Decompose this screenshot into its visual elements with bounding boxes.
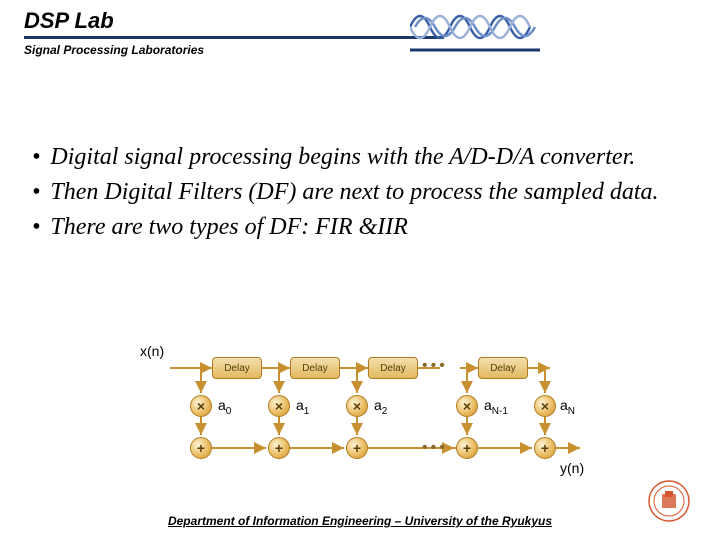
delay-box: Delay bbox=[212, 357, 262, 379]
slide-title: DSP Lab bbox=[24, 8, 696, 34]
ellipsis-icon: ••• bbox=[422, 439, 448, 457]
output-label: y(n) bbox=[560, 460, 584, 476]
add-node: + bbox=[456, 437, 478, 459]
bullet-dot: • bbox=[32, 142, 40, 173]
multiply-node: × bbox=[534, 395, 556, 417]
multiply-node: × bbox=[268, 395, 290, 417]
delay-box: Delay bbox=[290, 357, 340, 379]
bullet-text: There are two types of DF: FIR &IIR bbox=[50, 212, 407, 243]
add-node: + bbox=[346, 437, 368, 459]
bullet-item: • Then Digital Filters (DF) are next to … bbox=[32, 177, 688, 208]
bullet-item: • Digital signal processing begins with … bbox=[32, 142, 688, 173]
bullet-dot: • bbox=[32, 177, 40, 208]
delay-box: Delay bbox=[368, 357, 418, 379]
coef-label: aN bbox=[560, 397, 575, 417]
multiply-node: × bbox=[346, 395, 368, 417]
slide-footer: Department of Information Engineering – … bbox=[0, 514, 720, 528]
fir-diagram: x(n) Delay Delay Delay ••• Delay × × × ×… bbox=[140, 345, 580, 475]
bullet-dot: • bbox=[32, 212, 40, 243]
ellipsis-icon: ••• bbox=[422, 357, 448, 375]
delay-box: Delay bbox=[478, 357, 528, 379]
coef-label: aN-1 bbox=[484, 397, 508, 417]
bullet-item: • There are two types of DF: FIR &IIR bbox=[32, 212, 688, 243]
multiply-node: × bbox=[190, 395, 212, 417]
multiply-node: × bbox=[456, 395, 478, 417]
coef-label: a2 bbox=[374, 397, 387, 417]
bullet-text: Digital signal processing begins with th… bbox=[50, 142, 635, 173]
add-node: + bbox=[190, 437, 212, 459]
add-node: + bbox=[534, 437, 556, 459]
wave-icon bbox=[410, 0, 540, 55]
slide-header: DSP Lab Signal Processing Laboratories bbox=[0, 0, 720, 57]
slide-subtitle: Signal Processing Laboratories bbox=[24, 43, 696, 57]
coef-label: a1 bbox=[296, 397, 309, 417]
bullet-text: Then Digital Filters (DF) are next to pr… bbox=[50, 177, 658, 208]
bullet-list: • Digital signal processing begins with … bbox=[32, 142, 688, 244]
coef-label: a0 bbox=[218, 397, 231, 417]
title-underline bbox=[24, 36, 444, 39]
university-seal-icon bbox=[648, 480, 690, 522]
add-node: + bbox=[268, 437, 290, 459]
input-label: x(n) bbox=[140, 343, 164, 359]
